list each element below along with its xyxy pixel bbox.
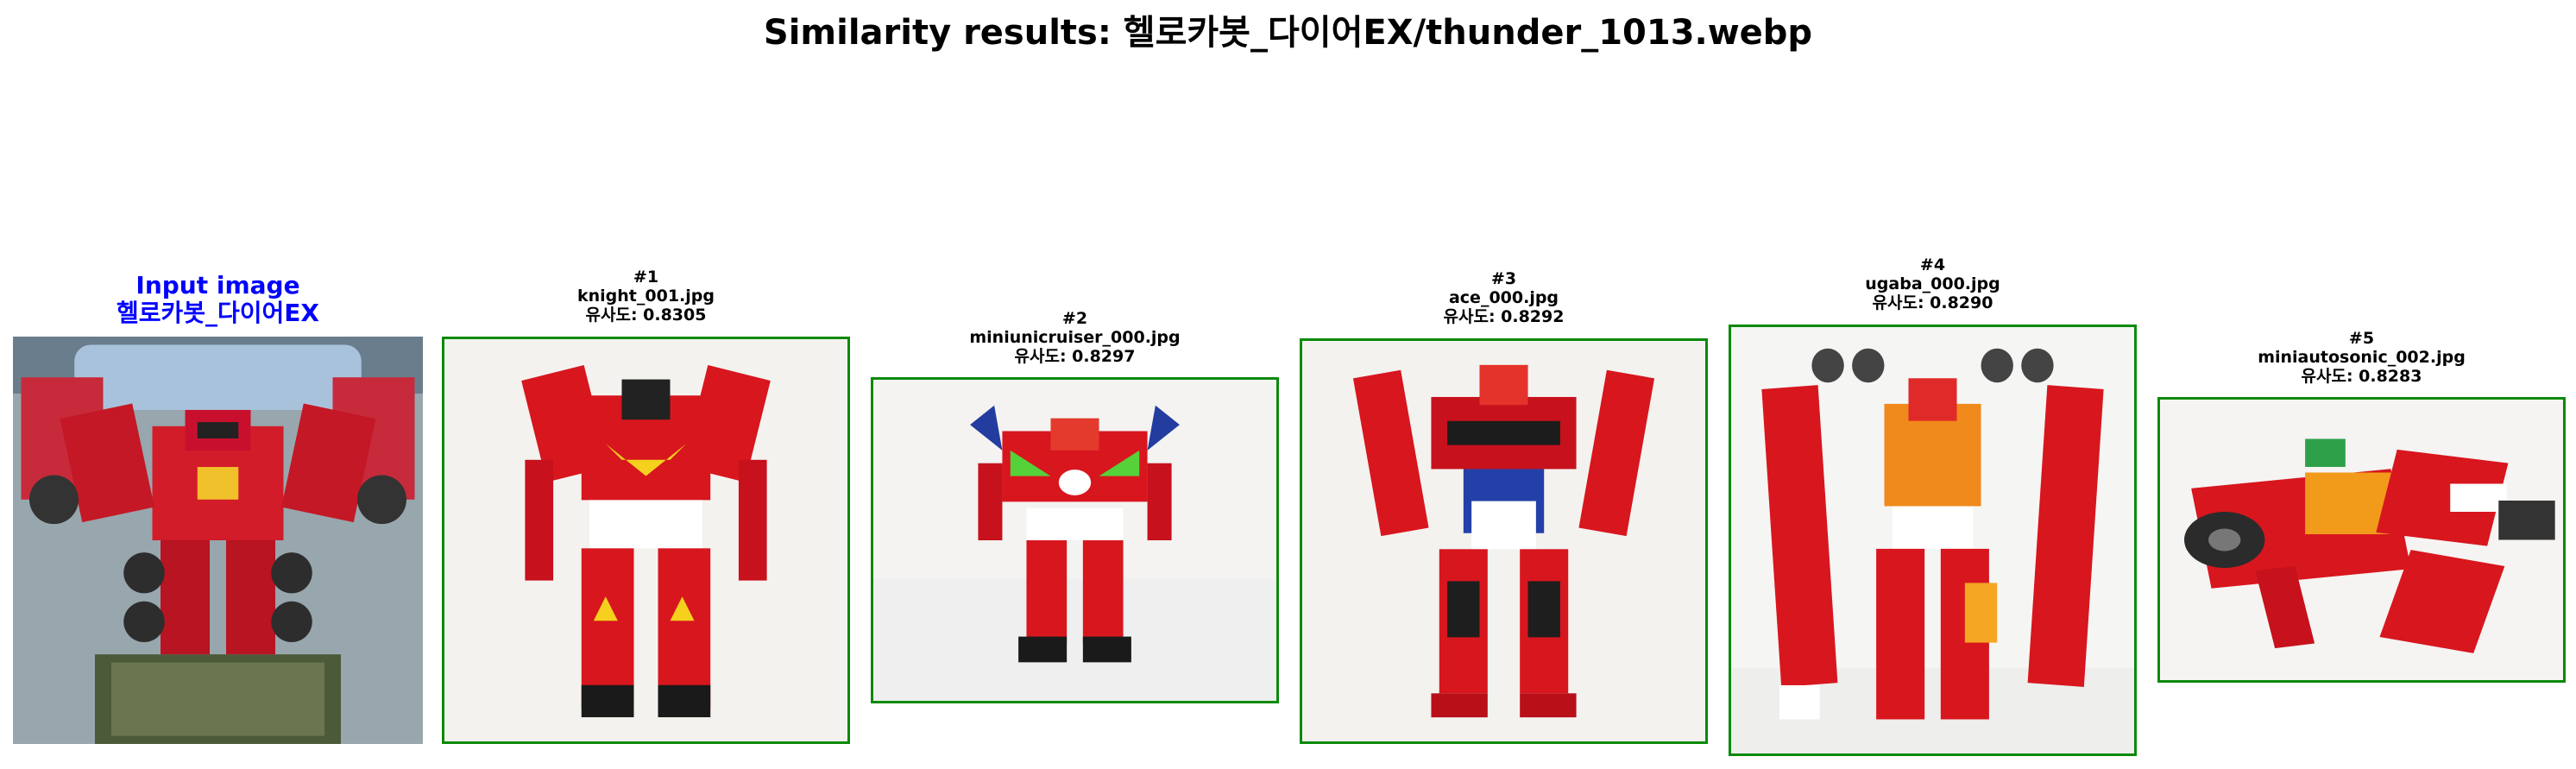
result-2-filename: miniunicruiser_000.jpg: [969, 328, 1181, 347]
input-caption: Input image 헬로카봇_다이어EX: [13, 272, 423, 327]
result-1-filename: knight_001.jpg: [577, 287, 715, 306]
result-1-toy-illustration: [444, 339, 847, 741]
result-1-score: 유사도: 0.8305: [585, 306, 707, 325]
result-1-rank: #1: [633, 268, 659, 287]
input-heading: Input image: [135, 271, 300, 299]
result-5-filename: miniautosonic_002.jpg: [2258, 348, 2466, 367]
result-2-caption: #2 miniunicruiser_000.jpg 유사도: 0.8297: [871, 309, 1279, 366]
result-3-caption: #3 ace_000.jpg 유사도: 0.8292: [1300, 269, 1708, 326]
result-5-caption: #5 miniautosonic_002.jpg 유사도: 0.8283: [2157, 329, 2566, 386]
result-3-filename: ace_000.jpg: [1448, 288, 1559, 307]
result-4-caption: #4 ugaba_000.jpg 유사도: 0.8290: [1729, 255, 2137, 312]
result-3-toy-illustration: [1302, 341, 1705, 741]
input-class-name: 헬로카봇_다이어EX: [116, 299, 320, 327]
result-4-score: 유사도: 0.8290: [1872, 293, 1993, 312]
result-1-image: [442, 337, 850, 744]
result-4-rank: #4: [1919, 255, 1946, 274]
result-1-caption: #1 knight_001.jpg 유사도: 0.8305: [442, 268, 850, 325]
result-5-rank: #5: [2348, 329, 2375, 348]
result-2-image: [871, 377, 1279, 703]
input-toy-illustration: [13, 337, 423, 744]
input-image: [13, 337, 423, 744]
result-5-toy-illustration: [2160, 400, 2563, 680]
figure-title: Similarity results: 헬로카봇_다이어EX/thunder_1…: [763, 13, 1813, 53]
result-3-score: 유사도: 0.8292: [1443, 307, 1565, 326]
result-4-filename: ugaba_000.jpg: [1865, 274, 2000, 293]
result-5-score: 유사도: 0.8283: [2301, 367, 2422, 386]
result-2-score: 유사도: 0.8297: [1014, 347, 1136, 366]
result-2-rank: #2: [1061, 309, 1088, 328]
result-2-toy-illustration: [873, 380, 1276, 701]
result-3-rank: #3: [1490, 269, 1517, 288]
result-4-image: [1729, 325, 2137, 756]
result-4-toy-illustration: [1731, 327, 2134, 753]
result-3-image: [1300, 338, 1708, 744]
result-5-image: [2157, 397, 2566, 683]
